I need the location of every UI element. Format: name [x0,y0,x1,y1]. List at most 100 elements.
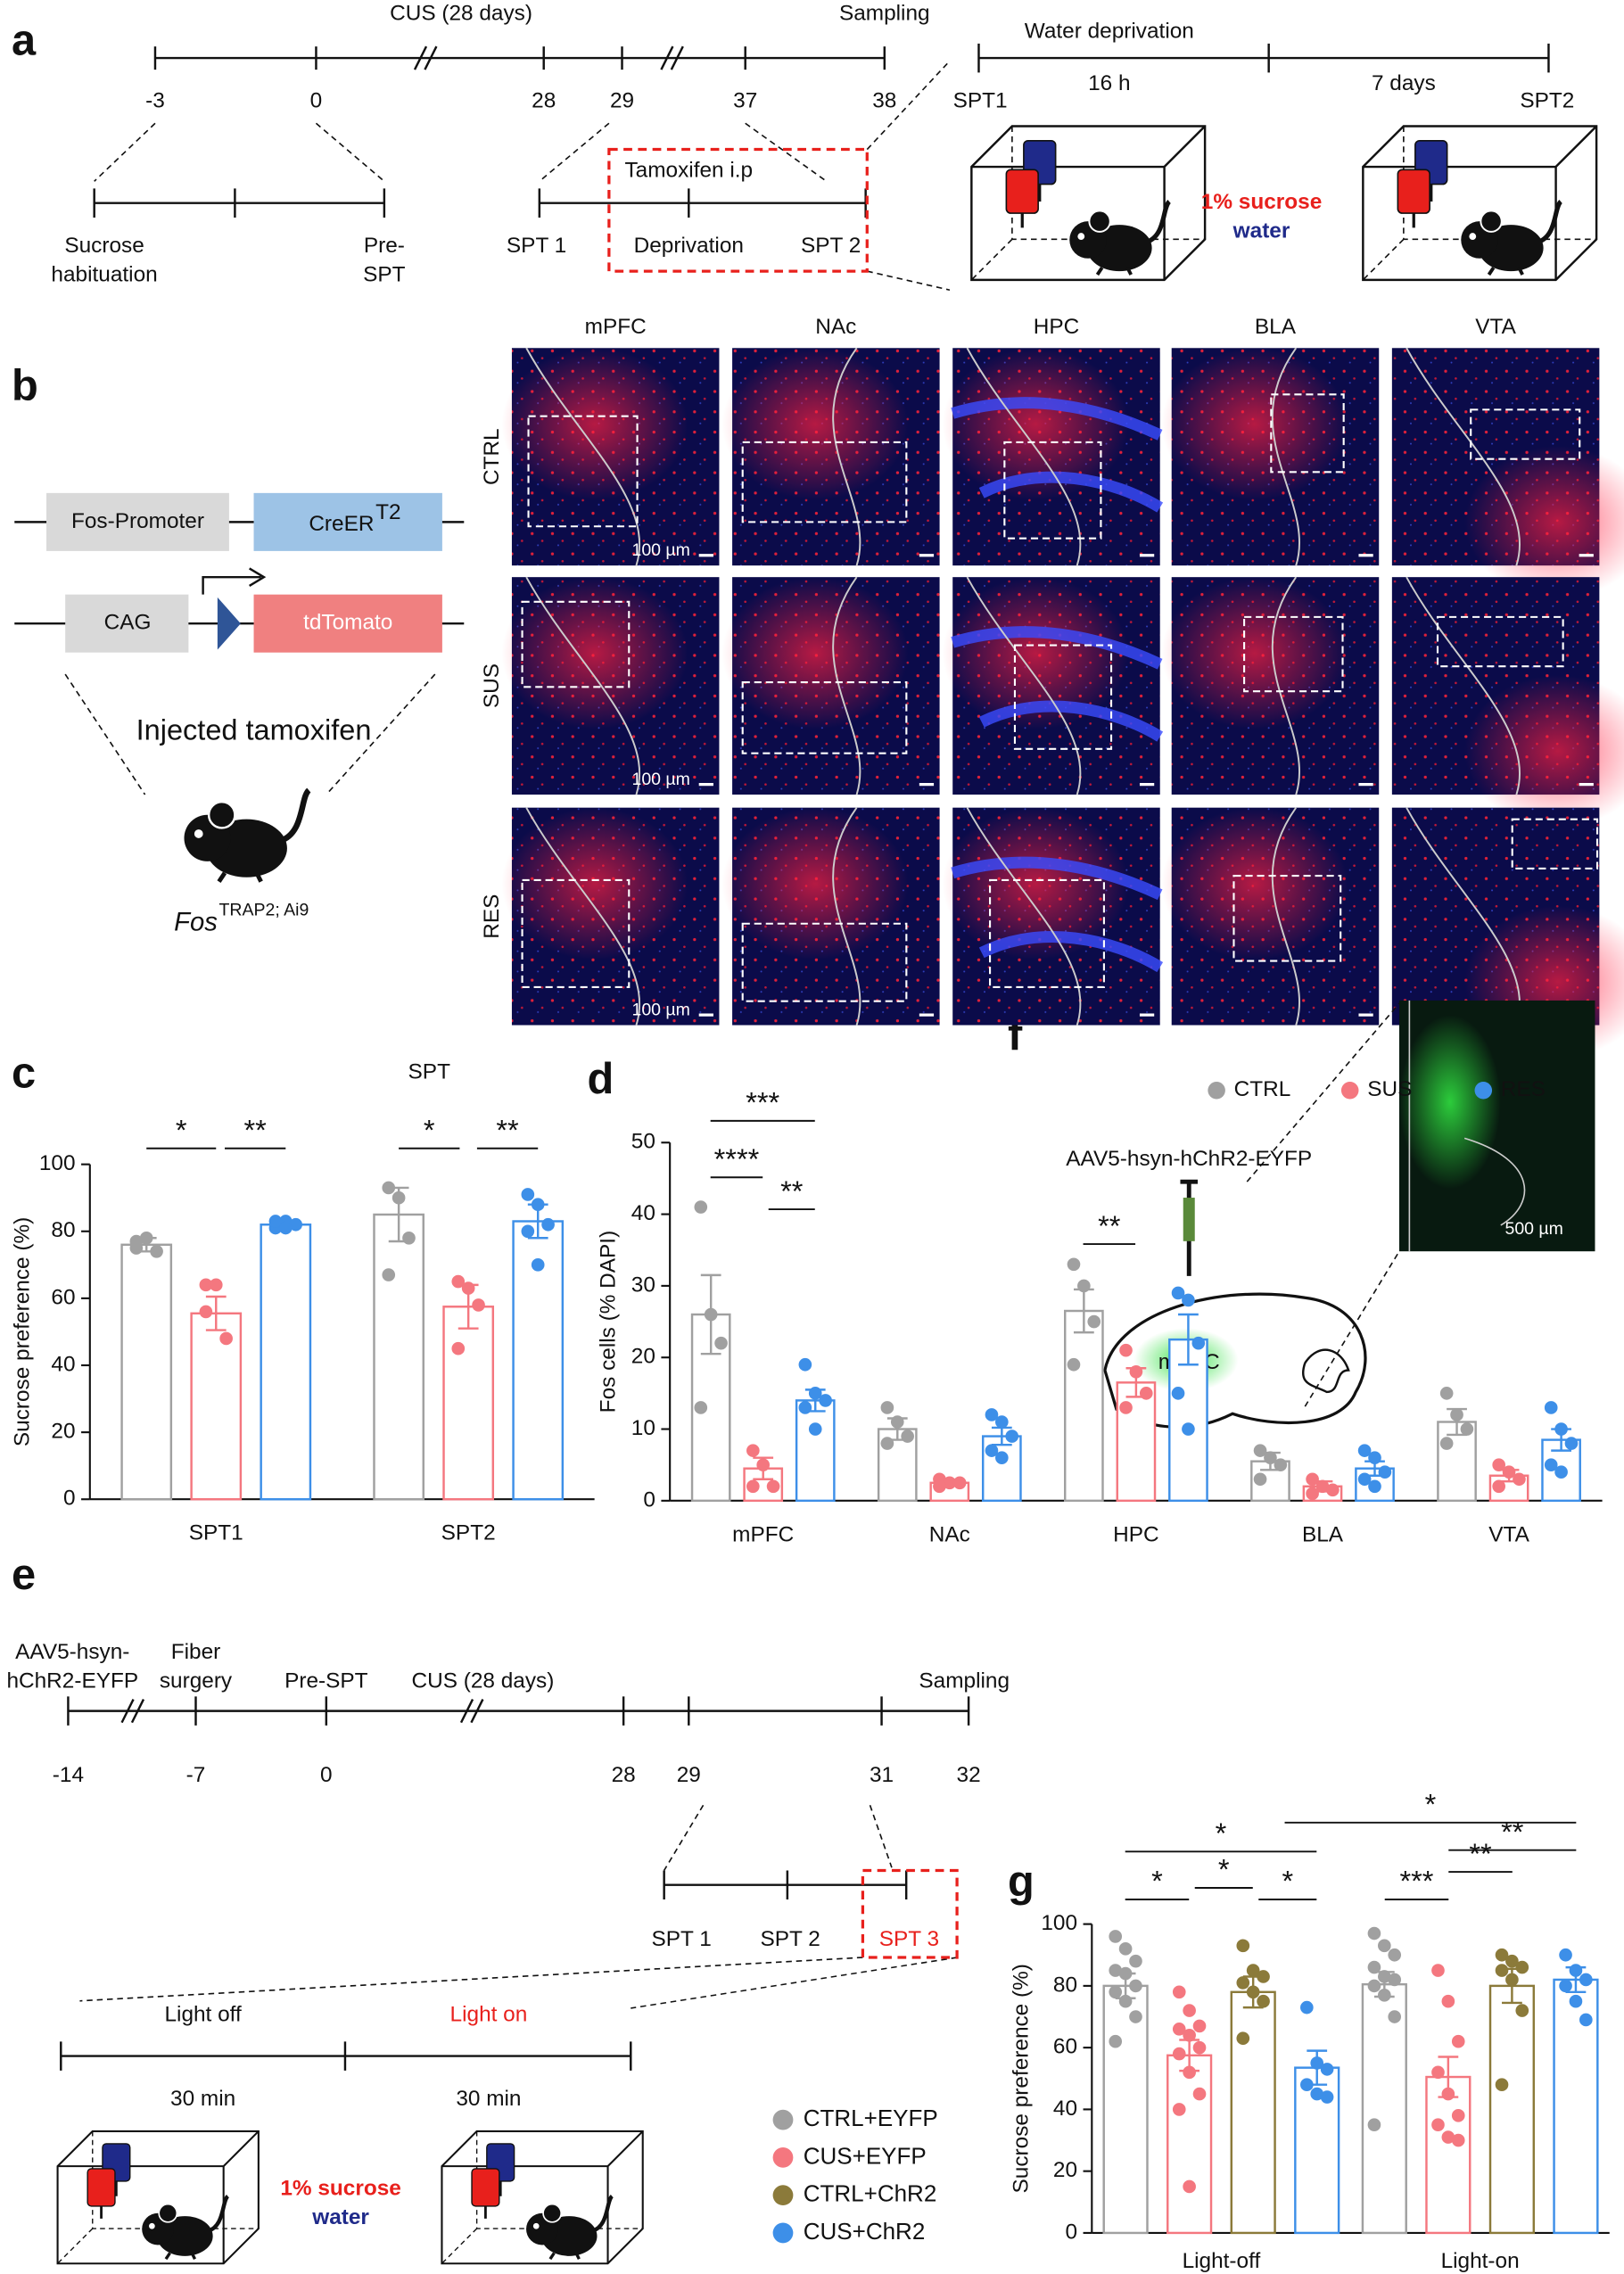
signal-glow [1464,446,1624,598]
data-point [1554,1465,1568,1479]
roi-box [521,878,631,988]
label: SPT 3 [879,1927,939,1951]
data-point [1172,1985,1186,1999]
region-label: VTA [1475,315,1516,339]
data-point [1171,1286,1185,1300]
x-tick-label: mPFC [732,1522,794,1546]
label: Tamoxifen i.p [624,158,753,182]
data-point [531,1258,545,1272]
mouse-illustration [184,790,309,881]
signal-glow [721,807,909,960]
data-point [1388,1948,1402,1962]
signal-glow [942,807,1129,960]
legend-marker [772,2222,794,2244]
roi-box [741,680,908,754]
bar [795,1399,836,1503]
data-point [746,1479,760,1494]
data-point [880,1437,894,1450]
timeline [93,188,867,218]
data-point [1119,1343,1133,1357]
data-point [461,1281,475,1295]
data-point [1368,1479,1381,1494]
data-point [1300,2000,1314,2014]
data-point [1451,2109,1465,2122]
cell-layer [951,626,1164,742]
data-point [1139,1387,1153,1400]
data-point [199,1305,213,1319]
data-point [1367,2118,1381,2132]
data-point [1320,2090,1334,2104]
signal-glow [721,577,909,729]
data-point [1441,1994,1455,2008]
timeline [977,43,1550,73]
label: Fiber [171,1640,221,1664]
bar [190,1312,243,1501]
roi-box [989,878,1105,988]
label: surgery [160,1669,233,1693]
label: CreER [309,512,374,536]
data-point [1367,1979,1381,1993]
data-point [1129,2010,1142,2023]
significance-label: ** [1469,1838,1492,1870]
y-tick-label: 50 [631,1130,655,1154]
data-point [1171,1387,1185,1400]
data-point [1515,2004,1529,2017]
data-point [1515,1960,1529,1974]
y-tick-label: 40 [631,1201,655,1225]
data-point [798,1401,812,1414]
significance-label: * [424,1114,435,1146]
data-point [1326,1483,1340,1497]
label: SPT1 [953,88,1008,112]
day: 29 [677,1763,701,1787]
data-point [289,1217,302,1232]
connector [64,673,436,795]
data-point [1183,2004,1196,2017]
legend-marker [1340,1081,1359,1100]
data-point [1264,1451,1277,1464]
data-point [1005,1429,1019,1443]
day: 37 [733,88,757,112]
cage-illustration [441,2131,642,2263]
data-point [1495,1964,1509,1977]
data-point [1257,1994,1270,2008]
data-point [1067,1257,1081,1272]
data-point [1109,1930,1123,1943]
connector [79,1804,958,2009]
data-point [1183,2028,1196,2042]
data-point [1564,1437,1579,1450]
signal-glow [501,348,688,500]
data-point [521,1188,535,1201]
data-point [694,1200,708,1214]
label: Fos [174,908,218,936]
bar [1488,1984,1536,2235]
signal-glow [1464,674,1624,828]
label: Injected tamoxifen [136,714,372,746]
bar [1361,1982,1407,2235]
roi-box [1243,615,1344,693]
data-point [1492,1458,1506,1472]
bar [442,1306,495,1501]
legend-marker [772,2109,794,2130]
promoter-arrow [202,567,267,595]
data-point [1451,2034,1465,2048]
data-point [451,1274,466,1289]
bar [1063,1309,1104,1503]
data-point [1172,2103,1186,2116]
data-point [1357,1444,1372,1457]
significance-label: ** [1501,1816,1524,1848]
panel-label: e [12,1551,36,1599]
signal-glow [1161,807,1348,960]
data-point [1569,1994,1583,2008]
data-point [1183,2065,1196,2080]
bar [373,1213,425,1501]
outline [966,807,1082,1026]
label: water [1232,219,1290,243]
label: habituation [51,262,157,286]
y-tick-label: 20 [51,1420,75,1444]
label: T2 [375,500,400,524]
y-tick-label: 0 [643,1487,655,1512]
data-point [1495,1948,1509,1962]
loxp [217,597,241,650]
data-point [1310,2056,1324,2070]
data-point [1253,1444,1267,1457]
